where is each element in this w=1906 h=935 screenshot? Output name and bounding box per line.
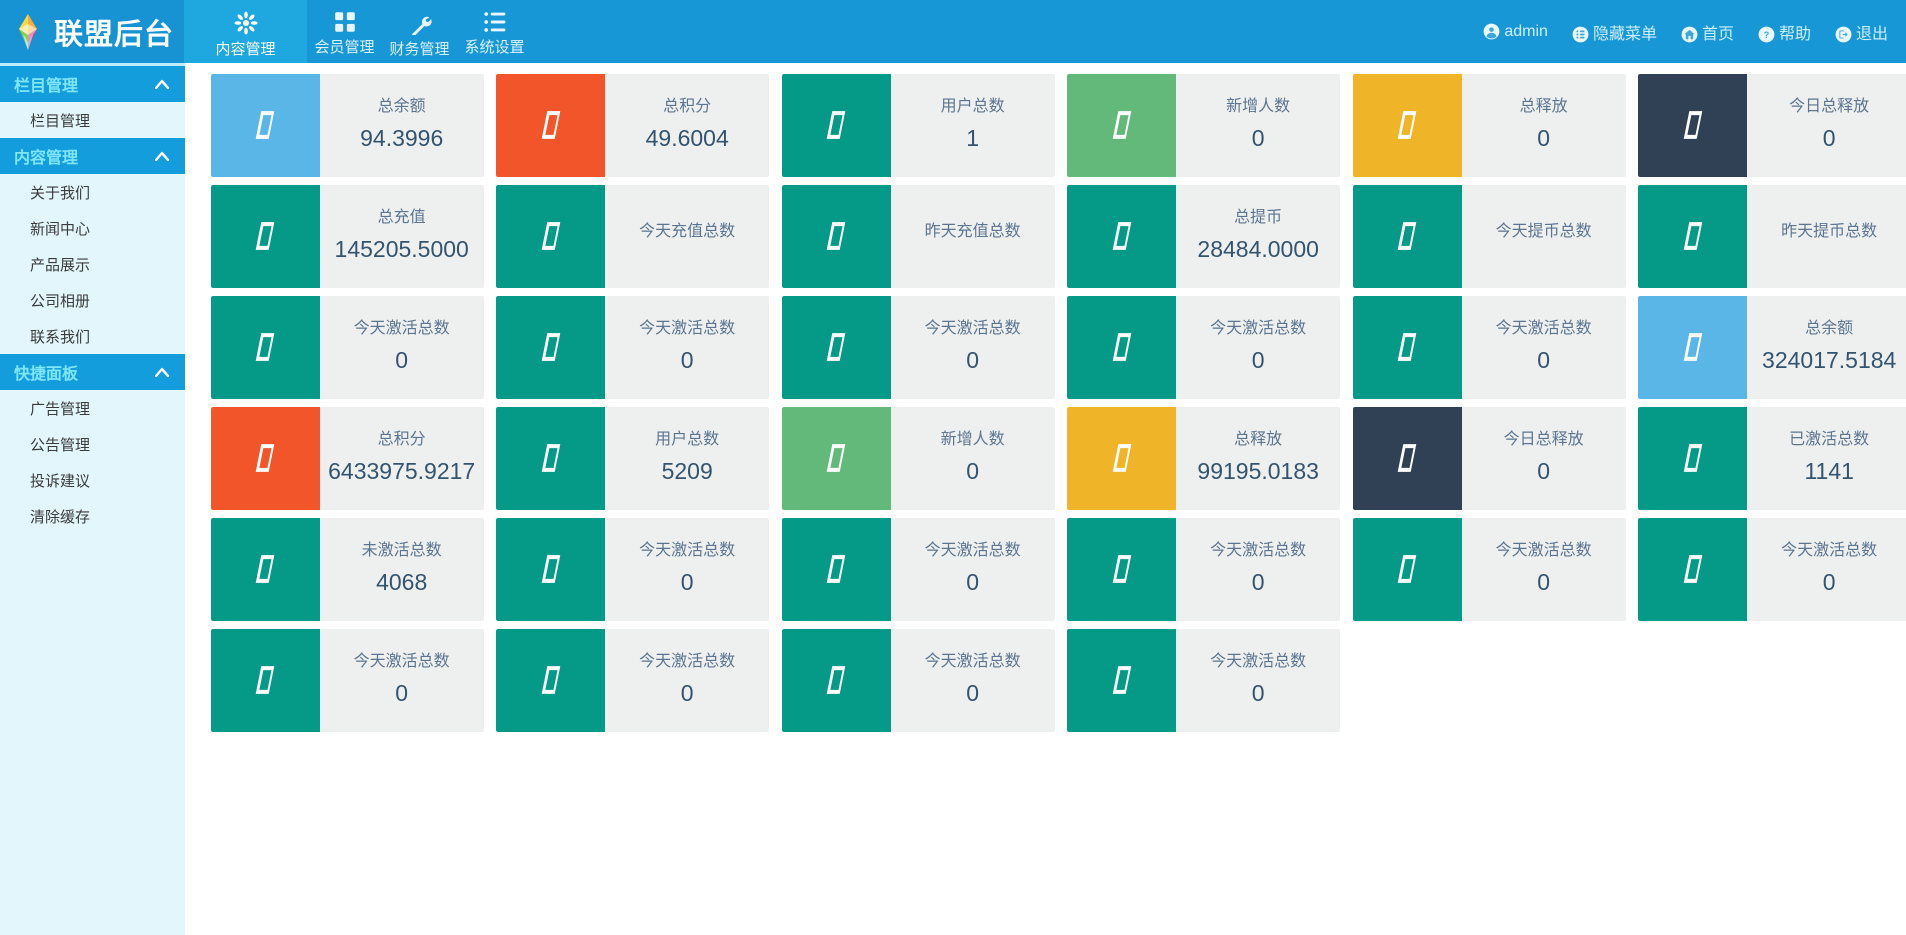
svg-text:?: ? (1764, 30, 1770, 40)
